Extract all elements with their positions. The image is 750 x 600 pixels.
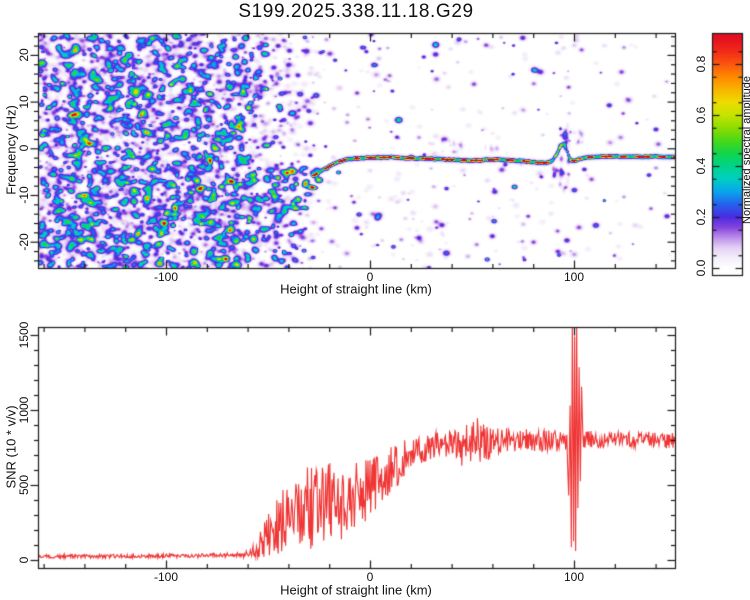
snr-y-tick-label: 500 (17, 474, 31, 496)
spectrogram-y-tick-label: -10 (17, 186, 31, 204)
colorbar-tick-label: 0.6 (694, 106, 708, 124)
snr-x-tick-label: -100 (153, 570, 179, 584)
snr-x-tick-label: 0 (366, 570, 374, 584)
spectrogram-x-tick-label: -100 (153, 270, 179, 284)
spectrogram-y-tick-label: 0 (17, 144, 31, 152)
snr-y-tick-label: 0 (17, 556, 31, 564)
spectrogram-x-tick-label: 0 (366, 270, 374, 284)
colorbar-tick-label: 0.2 (694, 208, 708, 226)
snr-y-tick-label: 1500 (17, 321, 31, 349)
colorbar-label: Normalized spectral amplitude (741, 76, 750, 224)
spectrogram-y-tick-label: -20 (17, 233, 31, 251)
snr-y-tick-label: 1000 (17, 396, 31, 424)
spectrogram-y-tick-label: 20 (17, 48, 31, 62)
colorbar-tick-label: 0.4 (694, 157, 708, 175)
spectrogram-x-axis-label: Height of straight line (km) (280, 281, 432, 297)
colorbar-tick-label: 0.8 (694, 55, 708, 73)
spectrogram-x-tick-label: 100 (563, 270, 585, 284)
snr-x-axis-label: Height of straight line (km) (280, 582, 432, 598)
colorbar-tick-label: 0.0 (694, 259, 708, 277)
figure-title: S199.2025.338.11.18.G29 (238, 1, 474, 22)
spectrogram-y-tick-label: 10 (17, 94, 31, 109)
snr-x-tick-label: 100 (563, 570, 585, 584)
